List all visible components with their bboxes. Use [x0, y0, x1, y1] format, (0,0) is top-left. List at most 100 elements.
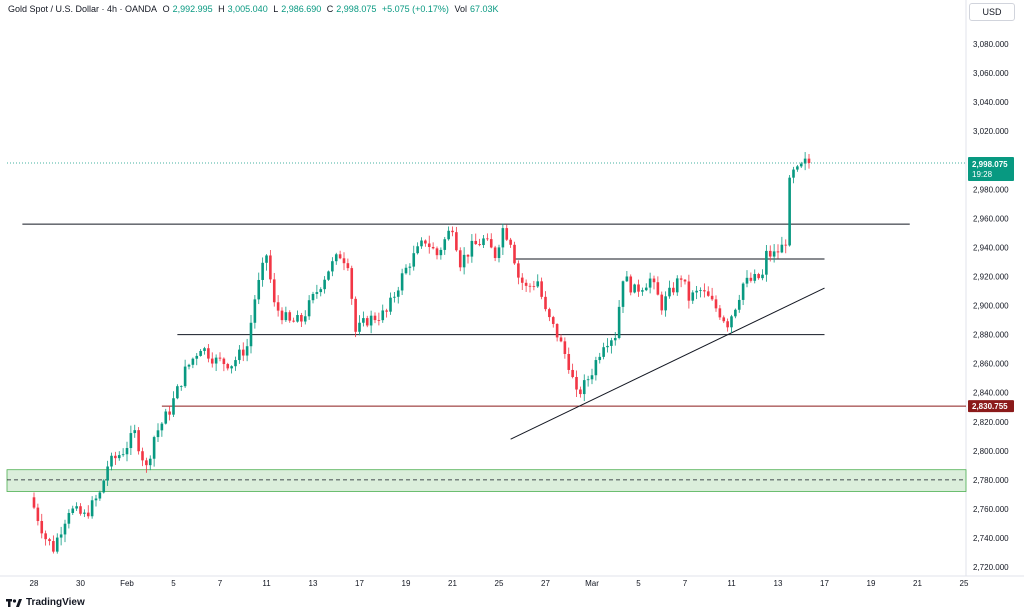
- candle-body[interactable]: [749, 277, 753, 281]
- candle-body[interactable]: [466, 254, 470, 257]
- candle-body[interactable]: [548, 309, 551, 318]
- candle-body[interactable]: [796, 166, 799, 170]
- candle-body[interactable]: [803, 158, 807, 164]
- candle-body[interactable]: [734, 309, 737, 317]
- candle-body[interactable]: [668, 287, 671, 297]
- candle-body[interactable]: [761, 274, 764, 279]
- candle-body[interactable]: [369, 315, 373, 326]
- candle-body[interactable]: [257, 279, 261, 300]
- candle-body[interactable]: [334, 254, 338, 262]
- candle-body[interactable]: [443, 239, 447, 250]
- candle-body[interactable]: [644, 287, 648, 291]
- candle-body[interactable]: [102, 480, 106, 493]
- candle-body[interactable]: [737, 299, 741, 310]
- candle-body[interactable]: [241, 349, 245, 356]
- candle-body[interactable]: [427, 243, 431, 247]
- candle-body[interactable]: [633, 284, 636, 293]
- candle-body[interactable]: [106, 466, 109, 481]
- candle-body[interactable]: [679, 278, 683, 280]
- candle-body[interactable]: [741, 283, 745, 300]
- candle-body[interactable]: [272, 279, 276, 303]
- candle-body[interactable]: [613, 337, 617, 341]
- candle-body[interactable]: [319, 289, 323, 293]
- candle-body[interactable]: [648, 278, 652, 288]
- candle-body[interactable]: [63, 523, 67, 535]
- candle-body[interactable]: [524, 282, 528, 286]
- candle-body[interactable]: [311, 293, 315, 301]
- candle-body[interactable]: [222, 358, 226, 365]
- candle-body[interactable]: [342, 258, 346, 264]
- candle-body[interactable]: [497, 247, 501, 259]
- candle-body[interactable]: [129, 433, 133, 449]
- candle-body[interactable]: [110, 455, 113, 467]
- candle-body[interactable]: [218, 357, 222, 359]
- candle-body[interactable]: [489, 239, 493, 248]
- candle-body[interactable]: [807, 158, 811, 164]
- candle-body[interactable]: [137, 430, 140, 452]
- candle-body[interactable]: [67, 513, 71, 524]
- candle-body[interactable]: [59, 534, 63, 538]
- candle-body[interactable]: [404, 267, 408, 274]
- candle-body[interactable]: [207, 348, 210, 359]
- candle-body[interactable]: [86, 512, 90, 517]
- candle-body[interactable]: [710, 295, 714, 300]
- candle-body[interactable]: [567, 354, 571, 370]
- candle-body[interactable]: [470, 240, 474, 257]
- candle-body[interactable]: [408, 266, 412, 268]
- candle-body[interactable]: [571, 369, 574, 378]
- candle-body[interactable]: [675, 278, 679, 293]
- candle-body[interactable]: [191, 358, 195, 365]
- candle-body[interactable]: [482, 238, 485, 246]
- candle-body[interactable]: [358, 322, 361, 332]
- candle-body[interactable]: [168, 411, 171, 415]
- candle-body[interactable]: [447, 230, 450, 240]
- candle-body[interactable]: [90, 500, 94, 517]
- candle-body[interactable]: [536, 281, 540, 287]
- candle-body[interactable]: [354, 298, 357, 332]
- candle-body[interactable]: [152, 437, 156, 459]
- currency-button[interactable]: USD: [969, 3, 1015, 21]
- candle-body[interactable]: [478, 244, 481, 246]
- candle-body[interactable]: [160, 423, 164, 431]
- candle-body[interactable]: [792, 169, 795, 178]
- candle-body[interactable]: [493, 247, 497, 259]
- candle-body[interactable]: [431, 246, 435, 249]
- candle-body[interactable]: [575, 377, 578, 390]
- support-zone[interactable]: [6, 469, 967, 492]
- candle-body[interactable]: [610, 340, 613, 346]
- candle-body[interactable]: [625, 276, 629, 282]
- candle-body[interactable]: [121, 454, 125, 456]
- candle-body[interactable]: [156, 430, 160, 438]
- candle-body[interactable]: [664, 296, 667, 311]
- candle-body[interactable]: [683, 279, 687, 282]
- candle-body[interactable]: [563, 341, 567, 355]
- candle-body[interactable]: [195, 355, 199, 359]
- candle-body[interactable]: [590, 375, 594, 380]
- candle-body[interactable]: [226, 364, 230, 369]
- candle-body[interactable]: [164, 411, 168, 424]
- candle-body[interactable]: [75, 506, 78, 509]
- candle-body[interactable]: [799, 163, 803, 167]
- candle-body[interactable]: [350, 268, 354, 299]
- candle-body[interactable]: [788, 177, 791, 246]
- candle-body[interactable]: [714, 299, 718, 309]
- trendline[interactable]: [510, 287, 825, 440]
- candle-body[interactable]: [315, 292, 319, 294]
- candle-body[interactable]: [586, 379, 590, 381]
- candle-body[interactable]: [292, 320, 295, 322]
- candle-body[interactable]: [540, 281, 543, 297]
- candle-body[interactable]: [238, 349, 241, 361]
- candle-body[interactable]: [416, 246, 419, 254]
- candle-body[interactable]: [420, 240, 423, 247]
- candle-body[interactable]: [505, 228, 509, 240]
- candle-body[interactable]: [94, 498, 98, 501]
- candle-body[interactable]: [641, 290, 644, 292]
- candle-body[interactable]: [230, 366, 233, 369]
- candle-body[interactable]: [284, 312, 288, 321]
- candle-body[interactable]: [772, 251, 776, 257]
- candle-body[interactable]: [532, 286, 536, 287]
- candle-body[interactable]: [745, 277, 749, 284]
- candle-body[interactable]: [594, 360, 598, 376]
- candle-body[interactable]: [288, 312, 292, 321]
- candle-body[interactable]: [439, 249, 443, 256]
